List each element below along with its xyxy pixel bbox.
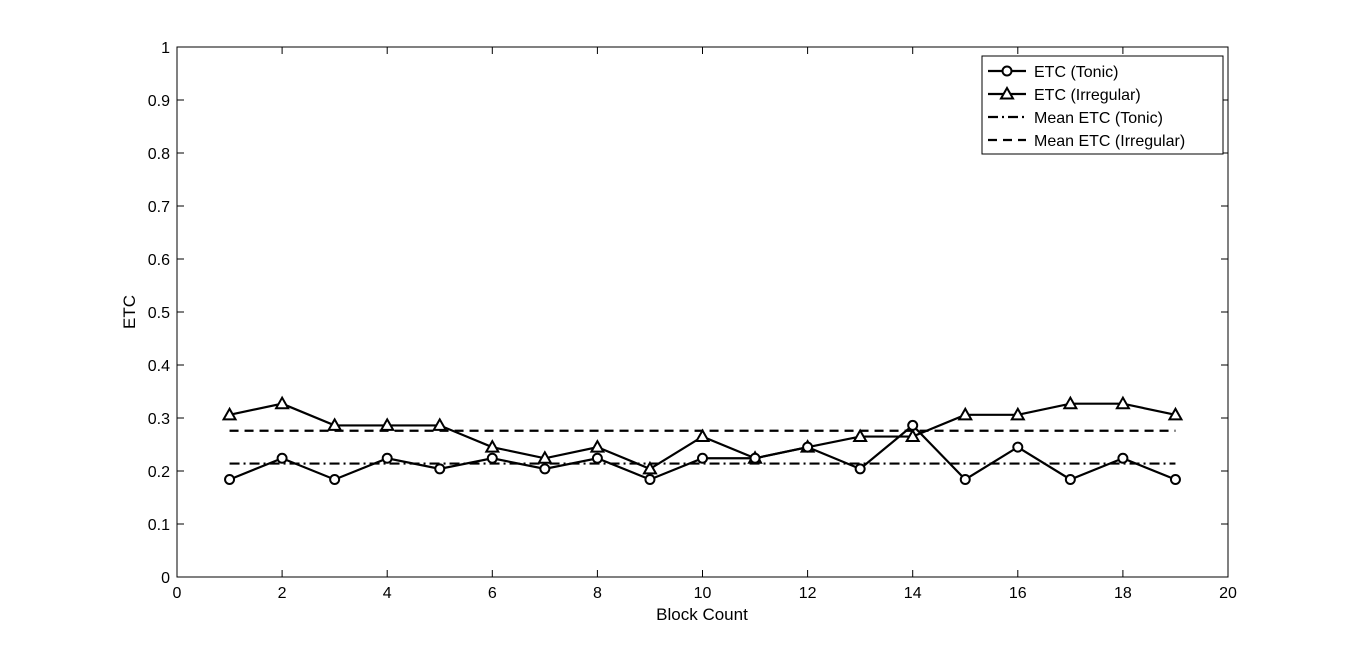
data-point	[907, 419, 919, 431]
data-point	[484, 439, 501, 453]
data-point	[904, 428, 921, 443]
data-point	[1064, 473, 1076, 485]
legend-label-1: ETC (Irregular)	[1034, 87, 1141, 104]
ticks-layer: 0 2 4 6 8 10 12 14 16 18 20 0 0.1 0.2 0.3 0.4 0.5 0.6 0.7 0…	[148, 40, 1237, 602]
y-tick-label: 0.7	[148, 199, 170, 216]
legend-marker-1	[999, 85, 1015, 100]
data-point	[329, 473, 341, 485]
data-point	[1010, 406, 1026, 421]
x-tick-label: 6	[488, 585, 497, 602]
data-point	[1169, 473, 1181, 485]
x-tick-label: 8	[593, 585, 602, 602]
y-tick-label: 0.6	[148, 252, 170, 269]
data-point	[854, 463, 866, 475]
data-point	[1012, 441, 1024, 453]
data-point	[1117, 452, 1129, 464]
data-point	[434, 463, 446, 475]
data-point	[486, 452, 498, 464]
x-tick-label: 20	[1219, 585, 1237, 602]
series-tonic	[224, 419, 1181, 485]
data-point	[224, 473, 236, 485]
data-point	[381, 452, 393, 464]
legend-label-0: ETC (Tonic)	[1034, 64, 1118, 81]
y-tick-label: 0.1	[148, 517, 170, 534]
x-tick-label: 12	[799, 585, 817, 602]
legend: ETC (Tonic) ETC (Irregular) Mean ETC (Toni…	[981, 55, 1224, 155]
data-point	[644, 473, 656, 485]
data-point	[539, 463, 551, 475]
y-tick-label: 0.9	[148, 93, 170, 110]
data-point	[852, 428, 868, 443]
x-axis-label: Block Count	[656, 605, 748, 624]
data-point	[326, 417, 343, 431]
legend-box	[981, 55, 1224, 155]
x-tick-label: 2	[278, 585, 287, 602]
x-tick-label: 16	[1009, 585, 1027, 602]
x-tick-label: 4	[383, 585, 392, 602]
data-point	[221, 406, 238, 421]
x-tick-label: 14	[904, 585, 922, 602]
y-tick-label: 0.4	[148, 358, 170, 375]
data-point	[432, 417, 448, 431]
x-tick-label: 18	[1114, 585, 1132, 602]
series-layer	[221, 395, 1184, 485]
data-point	[1062, 395, 1079, 410]
data-point	[591, 452, 603, 464]
y-tick-label: 0.8	[148, 146, 170, 163]
x-tick-label: 0	[173, 585, 182, 602]
data-point	[537, 450, 553, 464]
data-point	[276, 452, 288, 464]
data-point	[802, 441, 814, 453]
y-tick-label: 0.5	[148, 305, 170, 322]
data-point	[697, 452, 708, 464]
data-point	[379, 417, 395, 431]
data-point	[589, 439, 606, 453]
data-point	[274, 395, 290, 410]
y-tick-label: 0	[161, 570, 170, 587]
y-tick-label: 1	[161, 40, 170, 57]
data-point	[957, 406, 973, 421]
legend-label-2: Mean ETC (Tonic)	[1034, 110, 1163, 127]
y-tick-label: 0.3	[148, 411, 170, 428]
plot-frame	[176, 46, 1229, 578]
legend-label-3: Mean ETC (Irregular)	[1034, 133, 1185, 150]
data-point	[749, 452, 761, 464]
legend-marker-0	[1001, 65, 1013, 77]
data-point	[1115, 395, 1131, 410]
y-tick-label: 0.2	[148, 464, 170, 481]
data-point	[1167, 406, 1184, 421]
data-point	[959, 473, 971, 485]
x-tick-label: 10	[694, 585, 712, 602]
data-point	[642, 460, 658, 475]
y-axis-label: ETC	[120, 295, 139, 329]
data-point	[694, 428, 711, 443]
